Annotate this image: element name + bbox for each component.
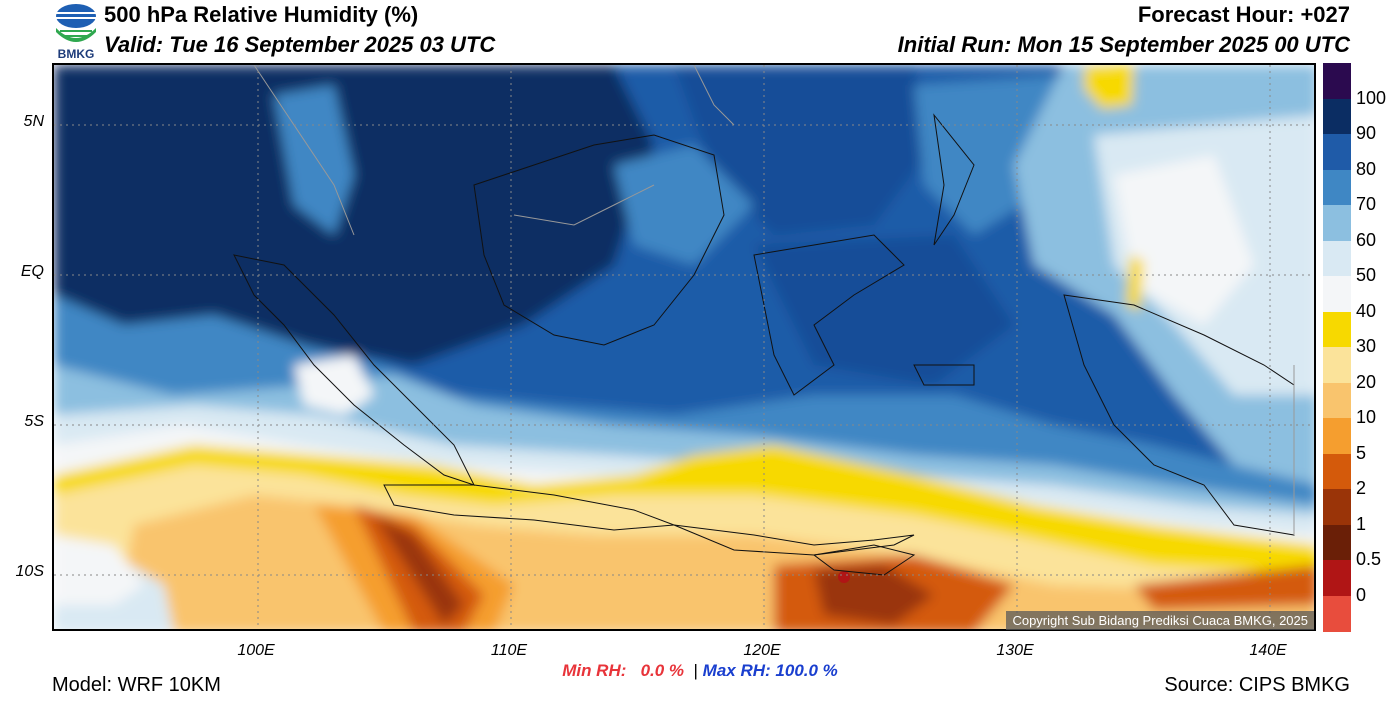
bmkg-logo: BMKG bbox=[52, 2, 100, 61]
lon-label-100e: 100E bbox=[237, 642, 275, 659]
lat-label-10s: 10S bbox=[15, 563, 44, 580]
humidity-map bbox=[52, 63, 1316, 631]
lon-label-110e: 110E bbox=[490, 642, 528, 659]
colorbar-label: 30 bbox=[1356, 336, 1377, 356]
colorbar-segment bbox=[1323, 524, 1351, 561]
colorbar-label: 60 bbox=[1356, 229, 1377, 250]
colorbar-segment bbox=[1323, 489, 1351, 525]
colorbar-label: 100 bbox=[1356, 87, 1387, 108]
colorbar-segment bbox=[1323, 134, 1351, 170]
lat-label-5s: 5S bbox=[24, 413, 44, 430]
colorbar-label: 5 bbox=[1356, 442, 1367, 463]
source-info: Source: CIPS BMKG bbox=[1164, 674, 1350, 696]
colorbar-segment bbox=[1323, 169, 1351, 206]
colorbar-segment bbox=[1323, 347, 1351, 383]
model-info: Model: WRF 10KM bbox=[52, 674, 221, 696]
colorbar-label: 80 bbox=[1356, 158, 1377, 179]
colorbar-label: 1 bbox=[1356, 513, 1367, 534]
min-rh-spot bbox=[838, 571, 850, 583]
rh-field bbox=[54, 65, 1314, 629]
min-max-rh: Min RH: 0.0 % | Max RH: 100.0 % bbox=[0, 661, 1400, 681]
lat-label-eq: EQ bbox=[20, 263, 44, 280]
colorbar-segment bbox=[1323, 311, 1351, 348]
page-title: 500 hPa Relative Humidity (%) bbox=[104, 2, 419, 27]
lon-label-120e: 120E bbox=[743, 642, 781, 659]
colorbar-segment bbox=[1323, 418, 1351, 454]
colorbar-label: 2 bbox=[1356, 478, 1367, 498]
initial-run: Initial Run: Mon 15 September 2025 00 UT… bbox=[897, 32, 1350, 57]
colorbar-segment bbox=[1323, 276, 1351, 312]
gridlines bbox=[54, 65, 1314, 629]
minmax-separator: | bbox=[693, 661, 698, 680]
colorbar-label: 50 bbox=[1356, 265, 1377, 285]
forecast-hour: Forecast Hour: +027 bbox=[1137, 2, 1350, 27]
lat-label-5n: 5N bbox=[23, 113, 44, 130]
min-rh-value: 0.0 % bbox=[640, 661, 685, 680]
colorbar-segment bbox=[1323, 453, 1351, 490]
colorbar-segment bbox=[1323, 63, 1351, 99]
valid-time: Valid: Tue 16 September 2025 03 UTC bbox=[104, 32, 496, 57]
colorbar-segment bbox=[1323, 98, 1351, 135]
copyright-notice: Copyright Sub Bidang Prediksi Cuaca BMKG… bbox=[1006, 611, 1314, 630]
colorbar-label: 70 bbox=[1356, 194, 1377, 214]
max-rh-label: Max RH: bbox=[702, 661, 771, 680]
logo-text: BMKG bbox=[58, 47, 95, 60]
colorbar-segment bbox=[1323, 595, 1351, 632]
colorbar bbox=[1323, 63, 1351, 632]
borders bbox=[253, 65, 1295, 535]
colorbar-label: 0.5 bbox=[1356, 549, 1382, 569]
colorbar-segment bbox=[1323, 240, 1351, 277]
lon-label-130e: 130E bbox=[996, 642, 1034, 659]
colorbar-label: 90 bbox=[1356, 123, 1377, 143]
min-rh-label: Min RH: bbox=[562, 661, 627, 680]
colorbar-label: 40 bbox=[1356, 300, 1377, 321]
coastlines bbox=[233, 113, 1295, 576]
colorbar-label: 20 bbox=[1356, 371, 1377, 392]
colorbar-segment bbox=[1323, 382, 1351, 419]
colorbar-label: 10 bbox=[1356, 407, 1377, 427]
lon-label-140e: 140E bbox=[1249, 642, 1287, 659]
max-rh-value: 100.0 % bbox=[775, 661, 838, 680]
colorbar-segment bbox=[1323, 205, 1351, 241]
colorbar-segment bbox=[1323, 560, 1351, 596]
colorbar-label: 0 bbox=[1356, 584, 1367, 605]
